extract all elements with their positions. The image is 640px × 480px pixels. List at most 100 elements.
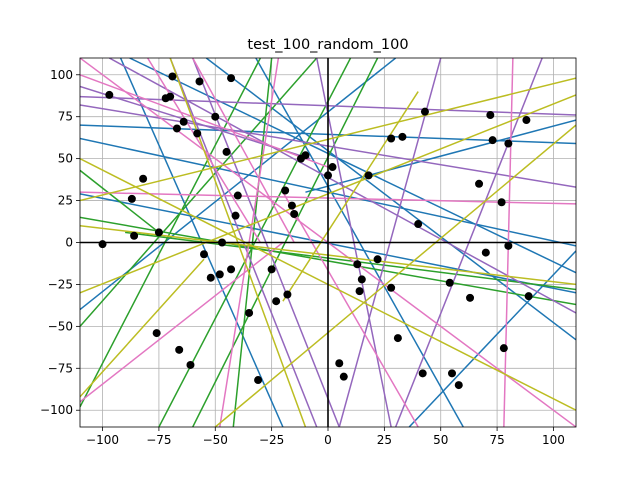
data-point [524,292,533,301]
series-line-blue [408,250,576,427]
data-point [98,240,107,249]
data-point [222,147,231,156]
data-point [206,273,215,282]
data-point [272,297,281,306]
data-point [215,270,224,279]
data-point [387,283,396,292]
data-point [420,107,429,116]
series-line-pink [282,191,419,427]
data-point [175,345,184,354]
y-tick-label: −25 [48,277,73,291]
data-point [387,134,396,143]
data-point [355,287,364,296]
data-point [127,194,136,203]
series-line-blue [129,58,576,274]
data-point [357,275,366,284]
data-point [287,201,296,210]
data-point [154,228,163,237]
series-line-pink [192,58,295,243]
data-point [418,369,427,378]
series-line-olive [214,124,576,427]
data-point [105,90,114,99]
series-line-olive [282,91,419,302]
y-tick-label: −50 [48,319,73,333]
data-point [254,376,263,385]
data-point [231,211,240,220]
data-point [466,293,475,302]
data-point [373,255,382,264]
data-point [445,278,454,287]
y-tick-label: −75 [48,361,73,375]
y-tick-label: 75 [58,110,73,124]
data-point [179,117,188,126]
data-point [301,151,310,160]
series-line-blue [305,119,576,193]
y-tick-label: 25 [58,194,73,208]
x-tick-label: 25 [377,433,392,447]
data-point [139,174,148,183]
data-point [281,186,290,195]
data-point [218,238,227,247]
series-line-green [80,169,160,234]
x-tick-label: −100 [86,433,119,447]
data-point [454,381,463,390]
data-point [290,209,299,218]
data-point [200,250,208,259]
x-tick-label: −50 [203,433,228,447]
data-point [499,344,508,353]
x-tick-label: 50 [433,433,448,447]
data-point [497,198,506,207]
data-point [227,265,236,274]
data-point [267,265,276,274]
data-point [186,360,195,369]
chart-title: test_100_random_100 [247,37,408,53]
y-tick-label: 0 [65,236,73,250]
data-point [324,171,332,180]
data-point [398,132,407,141]
data-point [328,163,337,172]
data-point [233,191,242,200]
series-line-olive [80,258,205,398]
data-point [486,111,495,120]
series-line-green [80,58,318,327]
x-tick-label: 0 [324,433,332,447]
data-point [166,92,175,101]
y-tick-label: −100 [40,403,73,417]
data-point [475,179,484,188]
data-point [130,231,139,240]
data-point [152,329,161,338]
plot-content [80,58,576,427]
x-tick-label: 75 [489,433,504,447]
data-point [481,248,490,257]
data-point [504,139,513,148]
data-point [414,220,423,229]
data-point [488,136,497,145]
data-point [193,129,202,138]
data-point [353,260,362,269]
data-point [335,359,344,368]
data-point [245,308,254,317]
x-tick-label: 100 [542,433,565,447]
data-point [283,290,292,299]
data-point [168,72,177,81]
data-point [211,112,220,121]
series-line-pink [80,241,284,403]
data-point [522,116,531,125]
data-point [172,124,181,133]
series-line-green [80,58,262,408]
series-line-pink [80,74,329,168]
data-point [364,171,373,180]
data-point [393,334,402,343]
data-point [227,74,236,83]
data-point [448,369,456,378]
y-tick-label: 100 [50,68,73,82]
x-tick-label: −25 [259,433,284,447]
data-point [504,241,513,250]
data-point [195,77,204,86]
x-tick-label: −75 [146,433,171,447]
y-tick-label: 50 [58,152,73,166]
data-point [339,372,348,381]
plot-area: −100 −75 −50 −25 0 25 50 75 100 −100 −75 −50 −25 0 25 5… [40,57,577,447]
